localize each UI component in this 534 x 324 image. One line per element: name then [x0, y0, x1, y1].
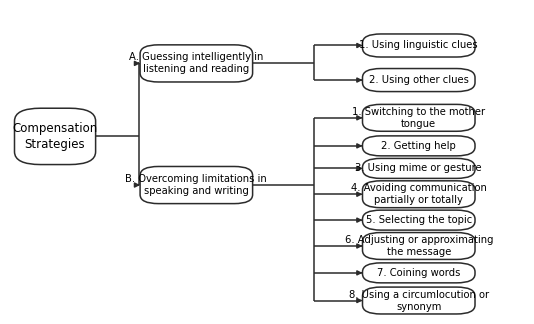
- Text: 8. Using a circumlocution or
synonym: 8. Using a circumlocution or synonym: [349, 290, 489, 312]
- FancyBboxPatch shape: [140, 45, 253, 82]
- FancyBboxPatch shape: [363, 104, 475, 131]
- FancyBboxPatch shape: [363, 136, 475, 156]
- Text: 4. Avoiding communication
partially or totally: 4. Avoiding communication partially or t…: [351, 183, 486, 205]
- FancyBboxPatch shape: [363, 158, 475, 179]
- FancyBboxPatch shape: [14, 108, 96, 165]
- Text: 1. Using linguistic clues: 1. Using linguistic clues: [359, 40, 478, 51]
- Text: B. Overcoming limitations in
speaking and writing: B. Overcoming limitations in speaking an…: [125, 174, 267, 196]
- Text: 7. Coining words: 7. Coining words: [377, 268, 460, 278]
- Text: 6. Adjusting or approximating
the message: 6. Adjusting or approximating the messag…: [344, 235, 493, 257]
- Text: 2. Using other clues: 2. Using other clues: [369, 75, 469, 85]
- Text: 3. Using mime or gesture: 3. Using mime or gesture: [356, 163, 482, 173]
- FancyBboxPatch shape: [363, 263, 475, 283]
- Text: 2. Getting help: 2. Getting help: [381, 141, 456, 151]
- FancyBboxPatch shape: [140, 167, 253, 203]
- FancyBboxPatch shape: [363, 69, 475, 92]
- FancyBboxPatch shape: [363, 287, 475, 314]
- Text: Compensation
Strategies: Compensation Strategies: [12, 122, 98, 151]
- FancyBboxPatch shape: [363, 34, 475, 57]
- FancyBboxPatch shape: [363, 210, 475, 230]
- Text: 5. Selecting the topic: 5. Selecting the topic: [366, 215, 472, 225]
- Text: 1. Switching to the mother
tongue: 1. Switching to the mother tongue: [352, 107, 485, 129]
- Text: A. Guessing intelligently in
listening and reading: A. Guessing intelligently in listening a…: [129, 52, 264, 75]
- FancyBboxPatch shape: [363, 233, 475, 260]
- FancyBboxPatch shape: [363, 181, 475, 208]
